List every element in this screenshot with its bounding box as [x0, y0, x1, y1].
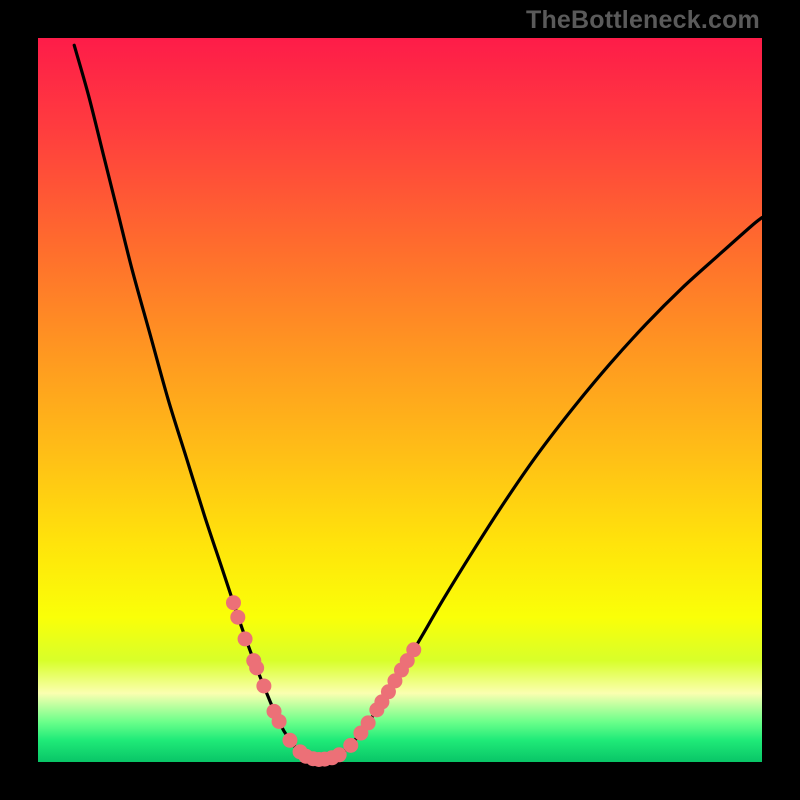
- curve-marker: [361, 715, 376, 730]
- curve-marker: [272, 714, 287, 729]
- curve-marker: [332, 747, 347, 762]
- curve-marker: [238, 631, 253, 646]
- curve-marker: [343, 738, 358, 753]
- plot-area: [38, 38, 762, 762]
- curve-marker: [282, 733, 297, 748]
- curve-marker: [256, 678, 271, 693]
- curve-marker: [406, 642, 421, 657]
- curve-marker: [226, 595, 241, 610]
- curve-layer: [38, 38, 762, 762]
- curve-marker: [249, 660, 264, 675]
- curve-marker: [230, 610, 245, 625]
- chart-frame: TheBottleneck.com: [0, 0, 800, 800]
- watermark-text: TheBottleneck.com: [526, 6, 760, 35]
- curve-marker-group: [226, 595, 421, 767]
